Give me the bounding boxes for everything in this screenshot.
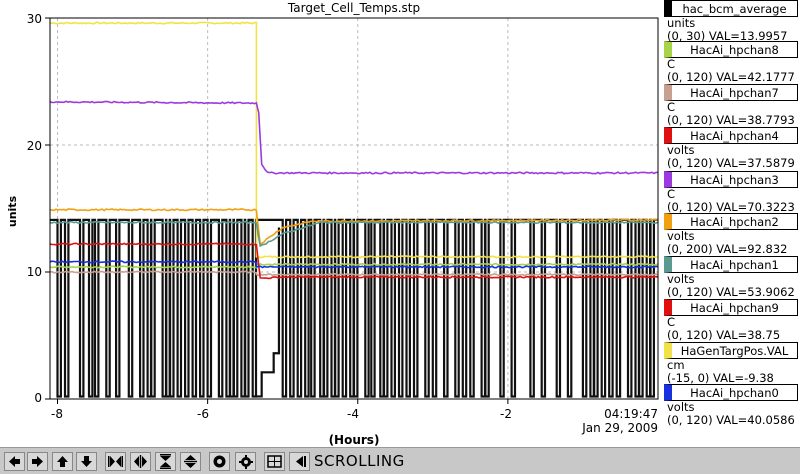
zoom-out-y-button[interactable]	[180, 452, 201, 471]
chart-title: Target_Cell_Temps.stp	[287, 1, 421, 15]
legend-unit: volts	[667, 400, 695, 414]
legend-range-value: (0, 120) VAL=42.1777	[667, 70, 795, 84]
legend-unit: cm	[667, 358, 685, 372]
legend-range-value: (0, 120) VAL=38.75	[667, 328, 781, 342]
legend-unit: units	[667, 16, 696, 30]
legend-series-name[interactable]: HacAi_hpchan2	[664, 213, 798, 230]
legend-series-name[interactable]: HacAi_hpchan9	[664, 299, 798, 316]
legend-unit: C	[667, 187, 676, 201]
legend-entry[interactable]: hac_bcm_average units (0, 30) VAL=13.995…	[664, 0, 798, 43]
arrow-up-icon	[57, 456, 68, 467]
legend-series-name[interactable]: HacAi_hpchan3	[664, 171, 798, 188]
series-line-HacAi_hpchan4	[49, 242, 659, 280]
legend-entry[interactable]: HacAi_hpchan0 volts (0, 120) VAL=40.0586	[664, 384, 798, 427]
scroll-down-button[interactable]	[76, 452, 97, 471]
diamond-y-icon	[184, 455, 197, 468]
legend-entry[interactable]: HacAi_hpchan3 C (0, 120) VAL=70.3223	[664, 171, 798, 214]
scroll-up-button[interactable]	[52, 452, 73, 471]
scroll-left-button[interactable]	[4, 452, 25, 471]
legend-series-name[interactable]: HacAi_hpchan1	[664, 256, 798, 273]
legend-entry[interactable]: HacAi_hpchan4 volts (0, 120) VAL=37.5879	[664, 127, 798, 170]
scroll-mode-label: SCROLLING	[314, 452, 405, 470]
legend-entry[interactable]: HacAi_hpchan1 volts (0, 120) VAL=53.9062	[664, 256, 798, 299]
legend-unit: volts	[667, 143, 695, 157]
zoom-out-x-button[interactable]	[130, 452, 151, 471]
series-line-HacAi_hpchan0-transition	[256, 227, 281, 398]
crosshair-box-icon	[267, 455, 282, 468]
legend-entry[interactable]: HacAi_hpchan8 C (0, 120) VAL=42.1777	[664, 41, 798, 84]
plot-frame	[49, 17, 659, 400]
stop-scroll-button[interactable]	[289, 452, 310, 471]
y-axis-label: units	[6, 195, 20, 228]
legend-series-name[interactable]: hac_bcm_average	[664, 0, 798, 17]
series-line-HacAi_hpchan2	[49, 208, 659, 246]
timestamp: 04:19:47 Jan 29, 2009	[560, 407, 658, 435]
x-axis-label: (Hours)	[328, 433, 380, 447]
legend-panel: hac_bcm_average units (0, 30) VAL=13.995…	[662, 0, 800, 447]
legend-range-value: (0, 120) VAL=70.3223	[667, 200, 795, 214]
zoom-box-button[interactable]	[264, 452, 285, 471]
legend-series-name[interactable]: HacAi_hpchan7	[664, 84, 798, 101]
timestamp-date: Jan 29, 2009	[582, 421, 658, 435]
zoom-in-y-button[interactable]	[155, 452, 176, 471]
arrow-left-icon	[9, 456, 20, 467]
legend-unit: C	[667, 315, 676, 329]
legend-range-value: (0, 120) VAL=53.9062	[667, 285, 795, 299]
legend-range-value: (0, 120) VAL=40.0586	[667, 413, 795, 427]
rewind-bar-icon	[295, 456, 306, 467]
legend-series-name[interactable]: HacAi_hpchan4	[664, 127, 798, 144]
legend-series-name[interactable]: HacAi_hpchan0	[664, 384, 798, 401]
y-tick-label: 30	[26, 12, 42, 26]
legend-unit: C	[667, 100, 676, 114]
x-tick-label: -4	[347, 407, 359, 421]
legend-range-value: (-15, 0) VAL=-9.38	[667, 371, 774, 385]
toolbar: SCROLLING	[0, 447, 800, 474]
legend-entry[interactable]: HacAi_hpchan9 C (0, 120) VAL=38.75	[664, 299, 798, 342]
gear-icon	[238, 454, 253, 469]
legend-unit: volts	[667, 229, 695, 243]
legend-entry[interactable]: HacAi_hpchan7 C (0, 120) VAL=38.7793	[664, 84, 798, 127]
legend-unit: volts	[667, 272, 695, 286]
legend-range-value: (0, 120) VAL=37.5879	[667, 156, 795, 170]
arrow-right-icon	[32, 456, 43, 467]
y-tick-label: 20	[26, 139, 42, 153]
arrow-down-icon	[81, 456, 92, 467]
series-line-HacAi_hpchan9	[49, 260, 659, 269]
timestamp-time: 04:19:47	[604, 407, 658, 421]
y-tick-label: 0	[34, 391, 42, 405]
x-tick-label: -6	[197, 407, 209, 421]
x-tick-label: -2	[500, 407, 512, 421]
bowtie-y-icon	[160, 454, 171, 469]
legend-series-name[interactable]: HaGenTargPos.VAL	[664, 342, 798, 359]
legend-entry[interactable]: HaGenTargPos.VAL cm (-15, 0) VAL=-9.38	[664, 342, 798, 385]
bowtie-x-icon	[108, 456, 123, 467]
series-line-HacAi_hpchan1	[49, 220, 659, 248]
series-line-HacAi_hpchan8	[49, 262, 659, 269]
legend-range-value: (0, 120) VAL=38.7793	[667, 113, 795, 127]
scroll-right-button[interactable]	[27, 452, 48, 471]
record-button[interactable]	[209, 452, 230, 471]
legend-range-value: (0, 200) VAL=92.832	[667, 242, 788, 256]
zoom-in-x-button[interactable]	[105, 452, 126, 471]
x-tick-label: -8	[51, 407, 63, 421]
y-tick-label: 10	[26, 265, 42, 279]
series-line-HacAi_hpchan7	[49, 270, 659, 277]
legend-range-value: (0, 30) VAL=13.9957	[667, 29, 788, 43]
record-icon	[213, 455, 226, 468]
legend-entry[interactable]: HacAi_hpchan2 volts (0, 200) VAL=92.832	[664, 213, 798, 256]
legend-unit: C	[667, 57, 676, 71]
legend-series-name[interactable]: HacAi_hpchan8	[664, 41, 798, 58]
settings-button[interactable]	[235, 452, 256, 471]
series-line-HacAi_hpchan0	[49, 218, 659, 398]
diamond-x-icon	[134, 455, 147, 468]
series-line-HaGenTargPos.VAL	[50, 21, 659, 259]
series-line-HacAi_hpchan3	[49, 100, 658, 175]
